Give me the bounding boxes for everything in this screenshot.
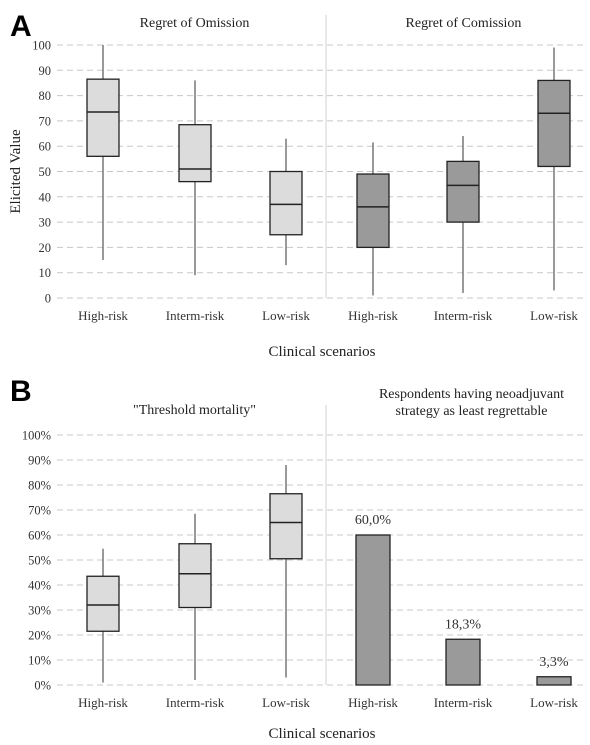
bar-data-label: 3,3% <box>539 655 569 670</box>
y-tick-label: 60% <box>28 529 51 543</box>
x-category-label: Interm-risk <box>434 695 493 710</box>
y-tick-label: 10 <box>39 266 52 280</box>
x-axis-title: Clinical scenarios <box>268 726 375 742</box>
x-category-label: High-risk <box>78 308 128 323</box>
box-iqr <box>86 575 120 632</box>
box-iqr <box>269 493 303 560</box>
x-category-label: Interm-risk <box>166 308 225 323</box>
bar <box>445 638 481 686</box>
box-plot <box>86 548 120 683</box>
box-plot <box>86 45 120 261</box>
y-tick-label: 80% <box>28 479 51 493</box>
x-axis-title: Clinical scenarios <box>268 344 375 360</box>
y-tick-label: 60 <box>39 140 52 154</box>
box-iqr <box>356 173 390 249</box>
box-plot <box>269 465 303 678</box>
group-title: Regret of Omission <box>140 16 250 31</box>
y-tick-label: 50% <box>28 554 51 568</box>
box-iqr <box>178 543 212 609</box>
y-tick-label: 80 <box>39 89 52 103</box>
box-iqr <box>537 79 571 168</box>
x-category-label: Low-risk <box>262 308 310 323</box>
x-category-label: Interm-risk <box>166 695 225 710</box>
panel-letter-b: B <box>10 375 32 408</box>
panel-letter-a: A <box>10 10 32 43</box>
y-tick-label: 100 <box>32 39 51 53</box>
x-category-label: Low-risk <box>262 695 310 710</box>
y-tick-label: 20% <box>28 629 51 643</box>
x-category-label: Low-risk <box>530 308 578 323</box>
box-iqr <box>178 124 212 183</box>
y-tick-label: 40% <box>28 579 51 593</box>
box-plot <box>537 47 571 291</box>
y-tick-label: 10% <box>28 654 51 668</box>
y-axis-title: Elicited Value <box>8 129 24 214</box>
bar-data-label: 60,0% <box>355 513 392 528</box>
bar-data-label: 18,3% <box>445 617 482 632</box>
y-tick-label: 0% <box>34 679 51 693</box>
group-title: Regret of Comission <box>406 16 522 31</box>
box-plot <box>178 513 212 680</box>
y-tick-label: 0 <box>45 292 51 306</box>
box-plot <box>178 80 212 276</box>
x-category-label: High-risk <box>78 695 128 710</box>
group-title-line: strategy as least regrettable <box>396 404 548 419</box>
x-category-label: High-risk <box>348 308 398 323</box>
y-tick-label: 70 <box>39 114 52 128</box>
box-iqr <box>446 160 480 223</box>
box-plot <box>356 142 390 296</box>
box-iqr <box>86 78 120 157</box>
x-category-label: Low-risk <box>530 695 578 710</box>
x-category-label: High-risk <box>348 695 398 710</box>
group-title: "Threshold mortality" <box>133 403 256 418</box>
y-tick-label: 20 <box>39 241 52 255</box>
y-tick-label: 50 <box>39 165 52 179</box>
box-iqr <box>269 170 303 236</box>
y-tick-label: 90 <box>39 64 52 78</box>
bar <box>536 676 572 686</box>
x-category-label: Interm-risk <box>434 308 493 323</box>
y-tick-label: 40 <box>39 190 52 204</box>
box-plot <box>269 138 303 266</box>
y-tick-label: 70% <box>28 504 51 518</box>
y-tick-label: 30% <box>28 604 51 618</box>
y-tick-label: 30 <box>39 216 52 230</box>
box-plot <box>446 136 480 293</box>
group-title-line: Respondents having neoadjuvant <box>379 387 564 402</box>
bar <box>355 534 391 686</box>
y-tick-label: 100% <box>22 429 51 443</box>
y-tick-label: 90% <box>28 454 51 468</box>
